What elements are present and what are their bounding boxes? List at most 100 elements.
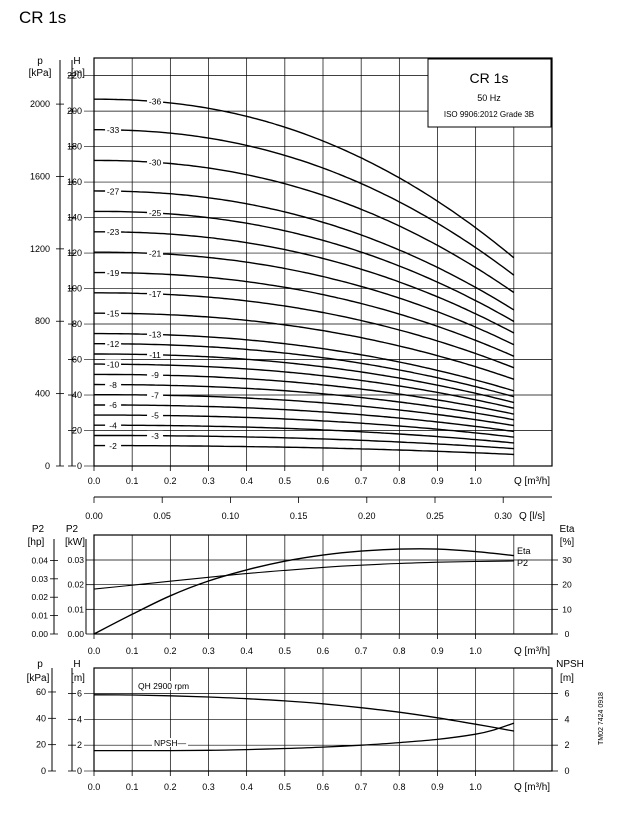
ls-axis-tick-label: 0.20 bbox=[358, 511, 376, 521]
stage-curve bbox=[94, 363, 514, 409]
p-axis-unit: [kPa] bbox=[27, 673, 50, 684]
npsh-axis-tick-label: 6 bbox=[564, 689, 569, 699]
stage-curve bbox=[93, 424, 514, 444]
stage-label: -9 bbox=[151, 370, 159, 380]
stage-label: -7 bbox=[151, 390, 159, 400]
stage-label-bg bbox=[105, 308, 122, 318]
x-axis-tick-label: 0.9 bbox=[431, 646, 444, 656]
p-axis-tick-label: 1600 bbox=[30, 171, 50, 181]
stage-label-bg bbox=[147, 329, 164, 339]
x-axis-tick-label: 0.4 bbox=[240, 646, 253, 656]
stage-label-bg bbox=[105, 379, 122, 389]
p-axis-label: p bbox=[37, 56, 43, 67]
h-axis-tick-label: 4 bbox=[77, 714, 82, 724]
stage-label: -17 bbox=[149, 289, 162, 299]
x-axis-tick-label: 0.7 bbox=[355, 646, 368, 656]
x-axis-tick-label: 0.3 bbox=[202, 476, 215, 486]
p-axis-tick-label: 0 bbox=[45, 461, 50, 471]
hp-axis-tick-label: 0.04 bbox=[31, 555, 48, 565]
stage-label: -21 bbox=[149, 249, 162, 259]
stage-curve bbox=[94, 98, 515, 259]
x-axis-tick-label: 1.0 bbox=[469, 782, 482, 792]
stage-curve bbox=[94, 271, 514, 357]
stage-curve bbox=[93, 414, 514, 438]
x-axis-label: Q [m³/h] bbox=[514, 782, 550, 793]
stage-curve bbox=[93, 383, 514, 421]
eta-axis-unit: [%] bbox=[560, 537, 575, 548]
eta-axis-tick-label: 30 bbox=[562, 555, 572, 565]
stage-label-bg bbox=[147, 289, 164, 299]
stage-label: -13 bbox=[149, 330, 162, 340]
stage-label: -3 bbox=[151, 431, 159, 441]
stage-label-bg bbox=[105, 227, 122, 237]
legend-title: CR 1s bbox=[470, 70, 509, 86]
p2-curve bbox=[93, 560, 514, 590]
x-axis-tick-label: 0.9 bbox=[431, 782, 444, 792]
x-axis-tick-label: 0.5 bbox=[279, 476, 292, 486]
h-axis-tick-label: 180 bbox=[67, 142, 82, 152]
qh-label-bg bbox=[136, 681, 198, 690]
x-axis-tick-label: 0.1 bbox=[126, 476, 139, 486]
stage-label: -15 bbox=[107, 308, 120, 318]
ls-axis-tick-label: 0.05 bbox=[153, 511, 171, 521]
stage-label: -4 bbox=[109, 420, 117, 430]
kw-axis-tick-label: 0.02 bbox=[67, 580, 84, 590]
stage-curve bbox=[94, 444, 514, 456]
p-axis-tick-label: 1200 bbox=[30, 244, 50, 254]
stage-label-bg bbox=[147, 208, 164, 218]
x-axis-tick-label: 0.6 bbox=[317, 782, 330, 792]
qh-chart: 0 20 40 60 80 100 120 140 160 180 200 220 H[m] 0 400 80… bbox=[29, 56, 553, 522]
h-axis-tick-label: 0 bbox=[77, 461, 82, 471]
legend-frequency: 50 Hz bbox=[477, 93, 501, 103]
hp-axis-label: P2 bbox=[32, 524, 45, 535]
x-axis-tick-label: 0.0 bbox=[88, 476, 101, 486]
x-axis-tick-label: 0.7 bbox=[355, 782, 368, 792]
stage-label: -8 bbox=[109, 380, 117, 390]
npsh-axis-tick-label: 0 bbox=[564, 766, 569, 776]
p2-series-label: P2 bbox=[517, 558, 528, 568]
x-axis-tick-label: 0.4 bbox=[240, 476, 253, 486]
stage-label-bg bbox=[147, 390, 164, 400]
hp-axis-tick-label: 0.01 bbox=[31, 611, 48, 621]
x-axis-tick-label: 0.3 bbox=[202, 782, 215, 792]
hp-axis-tick-label: 0.02 bbox=[31, 592, 48, 602]
eta-axis-tick-label: 20 bbox=[562, 580, 572, 590]
x-axis-tick-label: 0.5 bbox=[279, 782, 292, 792]
x-axis-tick-label: 0.8 bbox=[393, 782, 406, 792]
x-axis-tick-label: 0.6 bbox=[317, 476, 330, 486]
h-axis-tick-label: 200 bbox=[67, 106, 82, 116]
page-title: CR 1s bbox=[19, 8, 67, 27]
h-axis-tick-label: 160 bbox=[67, 177, 82, 187]
x-axis-tick-label: 0.8 bbox=[393, 476, 406, 486]
x-axis-label: Q [m³/h] bbox=[514, 476, 550, 487]
x-axis-tick-label: 0.2 bbox=[164, 782, 177, 792]
stage-label-bg bbox=[105, 125, 122, 135]
npsh-label-bg bbox=[152, 738, 188, 747]
stage-label: -6 bbox=[109, 400, 117, 410]
stage-label-bg bbox=[147, 248, 164, 258]
ls-axis-tick-label: 0.00 bbox=[85, 511, 103, 521]
ls-axis-tick-label: 0.15 bbox=[290, 511, 308, 521]
stage-label: -33 bbox=[107, 125, 120, 135]
power-eta-chart: 0.000.010.020.03P2[kW]0.000.010.020.030.… bbox=[28, 524, 575, 657]
stage-label: -19 bbox=[107, 268, 120, 278]
npsh-chart: 0 2 4 6 H [m] 0 20 40 60 p [kPa] 0 2 4 6 NPSH [m] 0.0 0.1 0.… bbox=[27, 659, 584, 793]
h-axis-tick-label: 100 bbox=[67, 284, 82, 294]
x-axis-tick-label: 0.0 bbox=[88, 782, 101, 792]
ls-axis-label: Q [l/s] bbox=[519, 511, 545, 522]
h-axis-label: H bbox=[73, 659, 80, 670]
p-axis-tick-label: 40 bbox=[36, 713, 46, 723]
legend-standard: ISO 9906:2012 Grade 3B bbox=[444, 110, 534, 119]
stage-label: -30 bbox=[149, 158, 162, 168]
h-axis-unit: [m] bbox=[71, 673, 85, 684]
p-axis-label: p bbox=[37, 659, 43, 670]
h-axis-tick-label: 80 bbox=[72, 319, 82, 329]
stage-label: -12 bbox=[107, 339, 120, 349]
p-axis-tick-label: 400 bbox=[35, 389, 50, 399]
x-axis-label: Q [m³/h] bbox=[514, 646, 550, 657]
x-axis-tick-label: 1.0 bbox=[469, 646, 482, 656]
npsh-series-label: NPSH— bbox=[154, 738, 187, 748]
ls-axis-tick-label: 0.30 bbox=[494, 511, 512, 521]
p-axis-tick-label: 0 bbox=[41, 766, 46, 776]
